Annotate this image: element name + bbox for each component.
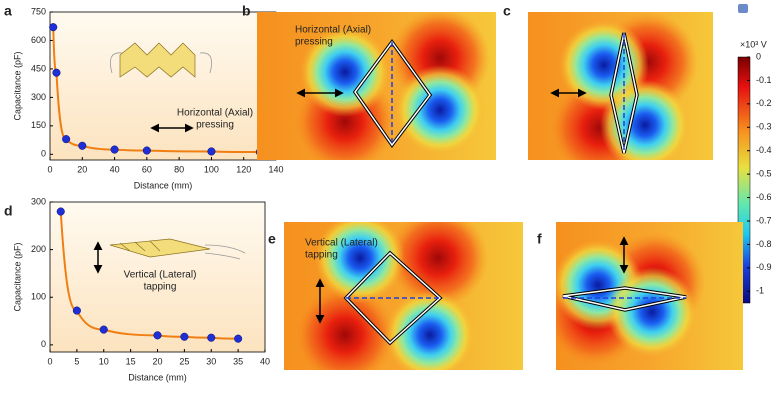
x-tick-label: 10: [99, 356, 109, 366]
data-point: [110, 145, 119, 154]
field-negative: [607, 267, 697, 357]
panel-label: e: [268, 231, 276, 247]
x-tick-label: 35: [233, 356, 243, 366]
panel-label: c: [503, 3, 511, 19]
data-point: [99, 325, 108, 334]
y-tick-label: 300: [31, 92, 46, 102]
data-point: [49, 23, 58, 32]
icon: [738, 4, 748, 13]
field-panel: [257, 12, 496, 160]
illustration: [109, 238, 211, 258]
colorbar-unit: ×10³ V: [740, 39, 767, 49]
data-point: [234, 334, 243, 343]
data-point: [56, 207, 65, 216]
colorbar-tick-label: -1: [756, 286, 764, 296]
annotation: Horizontal (Axial): [177, 108, 253, 119]
colorbar-tick-label: -0.1: [756, 75, 772, 85]
electrode: [344, 251, 442, 345]
colorbar-tick-label: -0.6: [756, 192, 772, 202]
annotation: pressing: [295, 37, 333, 48]
annotation: tapping: [305, 250, 338, 261]
annotation: Vertical (Lateral): [124, 270, 197, 281]
electrode: [354, 40, 431, 147]
data-point: [72, 306, 81, 315]
colorbar-tick-label: -0.3: [756, 122, 772, 132]
colorbar-tick-label: -0.7: [756, 215, 772, 225]
colorbar-tick-label: 0: [756, 51, 761, 61]
data-point: [78, 141, 87, 150]
field-negative: [395, 65, 485, 155]
x-tick-label: 20: [77, 164, 87, 174]
colorbar-tick-label: -0.9: [756, 262, 772, 272]
field-positive: [388, 222, 488, 308]
y-tick-label: 150: [31, 120, 46, 130]
x-tick-label: 100: [204, 164, 219, 174]
data-point: [153, 331, 162, 340]
x-axis-label: Distance (mm): [128, 372, 187, 382]
annotation: tapping: [144, 282, 177, 293]
panel-label: f: [537, 231, 542, 247]
x-tick-label: 140: [268, 164, 283, 174]
y-tick-label: 450: [31, 63, 46, 73]
field-negative: [315, 222, 405, 303]
field-panel: [528, 12, 713, 160]
field-panel: [284, 222, 523, 370]
data-point: [180, 332, 189, 341]
x-tick-label: 40: [110, 164, 120, 174]
x-axis-label: Distance (mm): [134, 180, 193, 190]
electrode: [562, 287, 687, 311]
y-tick-label: 300: [31, 196, 46, 206]
y-tick-label: 750: [31, 6, 46, 16]
x-tick-label: 5: [74, 356, 79, 366]
colorbar-tick-label: -0.8: [756, 239, 772, 249]
y-tick-label: 100: [31, 292, 46, 302]
x-tick-label: 25: [179, 356, 189, 366]
x-tick-label: 60: [142, 164, 152, 174]
y-tick-label: 0: [41, 149, 46, 159]
x-tick-label: 120: [236, 164, 251, 174]
x-tick-label: 0: [47, 164, 52, 174]
plot-background: [49, 201, 266, 353]
data-point: [207, 147, 216, 156]
field-panel: [556, 222, 743, 370]
x-tick-label: 40: [260, 356, 270, 366]
colorbar-tick-label: -0.4: [756, 145, 772, 155]
x-tick-label: 80: [174, 164, 184, 174]
illustration-hand: [109, 52, 213, 74]
illustration: [119, 42, 196, 78]
y-tick-label: 200: [31, 244, 46, 254]
annotation: Vertical (Lateral): [305, 238, 378, 249]
colorbar-tick-label: -0.5: [756, 169, 772, 179]
y-tick-label: 0: [41, 339, 46, 349]
panel-label: a: [4, 3, 12, 19]
x-tick-label: 20: [152, 356, 162, 366]
field-negative: [385, 290, 475, 370]
electrode: [610, 32, 638, 154]
data-point: [52, 68, 61, 77]
data-point: [142, 146, 151, 155]
x-tick-label: 30: [206, 356, 216, 366]
panel-label: d: [4, 203, 13, 219]
data-point: [62, 135, 71, 144]
annotation: pressing: [196, 120, 234, 131]
y-tick-label: 600: [31, 35, 46, 45]
y-axis-label: Capacitance (pF): [12, 242, 22, 311]
x-tick-label: 15: [126, 356, 136, 366]
panel-label: b: [242, 3, 251, 19]
field-negative: [600, 80, 690, 160]
illustration-hand: [204, 244, 246, 260]
data-point: [207, 333, 216, 342]
fit-curve: [52, 27, 260, 154]
x-tick-label: 0: [47, 356, 52, 366]
y-axis-label: Capacitance (pF): [12, 51, 22, 120]
annotation: Horizontal (Axial): [295, 25, 371, 36]
colorbar-tick-label: -0.2: [756, 98, 772, 108]
plot-background: [49, 11, 277, 161]
